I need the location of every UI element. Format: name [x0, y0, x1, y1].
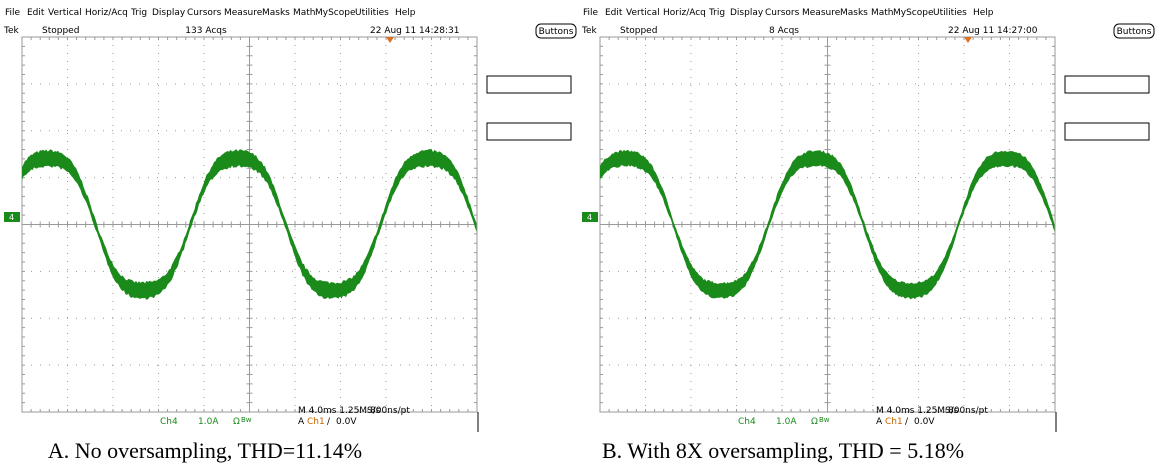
channel-marker-label: 4	[9, 213, 14, 222]
channel-marker-label: 4	[587, 213, 592, 222]
menu-item[interactable]: MyScope	[893, 8, 934, 18]
readout-resolution: 800ns/pt	[948, 406, 988, 416]
menu-item[interactable]: Help	[395, 8, 416, 18]
menu-item[interactable]: Utilities	[933, 8, 967, 18]
menu-item[interactable]: File	[5, 8, 21, 18]
readout-trigger-level: 0.0V	[336, 417, 357, 427]
menu-item[interactable]: Display	[152, 8, 186, 18]
menu-item[interactable]: Cursors	[765, 8, 800, 18]
readout-scale: 1.0A	[776, 417, 797, 427]
readout-trigger-slope: ∕	[327, 417, 331, 427]
menu-item[interactable]: Edit	[605, 8, 623, 18]
page: FileEditVerticalHoriz/AcqTrigDisplayCurs…	[0, 0, 1155, 470]
menu-item[interactable]: Masks	[262, 8, 290, 18]
acquisitions: 8 Acqs	[769, 26, 799, 36]
buttons-label[interactable]: Buttons	[1117, 27, 1152, 37]
caption: A. No oversampling, THD=11.14%	[48, 438, 362, 463]
menu-item[interactable]: Display	[730, 8, 764, 18]
readout-channel: Ch4	[738, 417, 756, 427]
blank-box	[1065, 76, 1149, 93]
menu-item[interactable]: Horiz/Acq	[663, 8, 706, 18]
timestamp: 22 Aug 11 14:28:31	[370, 26, 459, 36]
readout-trigger-source: Ch1	[307, 417, 325, 427]
readout-scale: 1.0A	[198, 417, 219, 427]
readout-trigger-mode: A	[298, 417, 305, 427]
menu-item[interactable]: Vertical	[626, 8, 660, 18]
run-state: Stopped	[42, 26, 79, 36]
screenshot: FileEditVerticalHoriz/AcqTrigDisplayCurs…	[0, 0, 1155, 470]
menu-item[interactable]: Help	[973, 8, 994, 18]
readout-resolution: 800ns/pt	[370, 406, 410, 416]
blank-box	[487, 123, 571, 140]
menu-item[interactable]: MyScope	[315, 8, 356, 18]
readout-channel: Ch4	[160, 417, 178, 427]
menu-item[interactable]: Measure	[224, 8, 263, 18]
menu-item[interactable]: Measure	[802, 8, 841, 18]
menu-item[interactable]: Utilities	[355, 8, 389, 18]
trigger-marker	[964, 37, 972, 43]
brand: Tek	[3, 26, 20, 36]
menu-item[interactable]: Trig	[708, 8, 725, 18]
readout-timebase: M 4.0ms 1.25MS/s	[298, 406, 381, 416]
readout-bandwidth: Bw	[241, 416, 252, 424]
readout-coupling: Ω	[811, 417, 818, 427]
trigger-marker	[386, 37, 394, 43]
menu-item[interactable]: Edit	[27, 8, 45, 18]
menu-item[interactable]: Math	[871, 8, 894, 18]
readout-trigger-source: Ch1	[885, 417, 903, 427]
menu-item[interactable]: Masks	[840, 8, 868, 18]
readout-trigger-level: 0.0V	[914, 417, 935, 427]
menu-item[interactable]: File	[583, 8, 599, 18]
blank-box	[487, 76, 571, 93]
buttons-label[interactable]: Buttons	[539, 27, 574, 37]
readout-coupling: Ω	[233, 417, 240, 427]
readout-trigger-mode: A	[876, 417, 883, 427]
readout-timebase: M 4.0ms 1.25MS/s	[876, 406, 959, 416]
menu-item[interactable]: Trig	[130, 8, 147, 18]
menu-item[interactable]: Math	[293, 8, 316, 18]
readout-trigger-slope: ∕	[905, 417, 909, 427]
readout-bandwidth: Bw	[819, 416, 830, 424]
brand: Tek	[581, 26, 598, 36]
caption: B. With 8X oversampling, THD = 5.18%	[602, 438, 964, 463]
menu-item[interactable]: Vertical	[48, 8, 82, 18]
timestamp: 22 Aug 11 14:27:00	[948, 26, 1038, 36]
blank-box	[1065, 123, 1149, 140]
run-state: Stopped	[620, 26, 657, 36]
menu-item[interactable]: Horiz/Acq	[85, 8, 128, 18]
menu-item[interactable]: Cursors	[187, 8, 222, 18]
acquisitions: 133 Acqs	[185, 26, 227, 36]
